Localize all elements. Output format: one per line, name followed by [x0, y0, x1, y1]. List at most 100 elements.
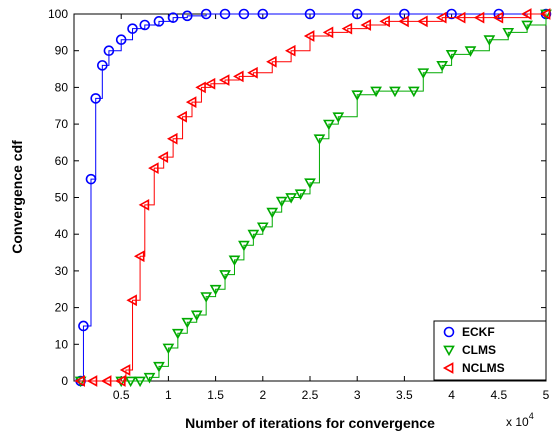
data-point-clms [266, 207, 279, 219]
x-axis-title: Number of iterations for convergence [185, 415, 435, 431]
data-point-nclms [74, 375, 86, 387]
series-line-clms [80, 14, 547, 382]
data-point-clms [134, 376, 146, 388]
data-point-clms [190, 310, 203, 322]
data-point-eckf [127, 23, 138, 34]
x-tick-label: 2.5 [302, 388, 319, 402]
data-point-nclms [86, 375, 98, 387]
data-point-nclms [322, 26, 334, 39]
x-tick-label: 3 [354, 388, 361, 402]
data-point-eckf [181, 10, 193, 22]
data-point-eckf [115, 34, 127, 45]
data-point-clms [228, 255, 241, 267]
data-point-nclms [218, 74, 230, 86]
series-clms [74, 9, 552, 388]
y-axis-ticks: 0 10 20 30 40 50 60 70 80 90 100 [48, 7, 546, 388]
data-point-clms [417, 68, 430, 79]
data-point-nclms [492, 11, 504, 24]
y-tick-label: 40 [55, 227, 69, 241]
data-point-nclms [360, 19, 372, 31]
data-point-clms [323, 119, 335, 131]
x-tick-label: 3.5 [396, 388, 413, 402]
data-point-clms [294, 189, 307, 200]
data-point-clms [124, 376, 137, 388]
data-point-nclms [398, 15, 409, 28]
data-point-clms [389, 86, 401, 98]
data-point-clms [181, 317, 194, 329]
data-point-clms [171, 328, 184, 340]
data-point-clms [351, 90, 364, 101]
data-point-nclms [176, 110, 187, 123]
legend: ECKF CLMS NCLMS [433, 320, 547, 381]
data-point-eckf [139, 19, 151, 31]
data-point-clms [153, 361, 165, 373]
data-point-nclms [454, 11, 466, 24]
data-point-nclms [473, 11, 485, 24]
data-point-clms [483, 35, 496, 46]
data-point-nclms [185, 96, 197, 108]
data-point-nclms [379, 15, 390, 28]
data-point-nclms [436, 11, 447, 24]
legend-label-clms: CLMS [462, 343, 496, 357]
data-point-nclms [138, 198, 150, 211]
data-point-eckf [304, 8, 316, 20]
data-point-nclms [133, 250, 145, 263]
y-axis-title: Convergence cdf [9, 140, 25, 254]
y-tick-label: 30 [55, 264, 69, 278]
data-point-eckf [103, 45, 115, 57]
data-point-nclms [148, 162, 159, 174]
legend-label-eckf: ECKF [462, 325, 495, 339]
data-point-nclms [126, 294, 137, 307]
x-tick-label: 1.5 [207, 388, 224, 402]
data-point-clms [502, 27, 515, 39]
y-tick-label: 50 [55, 191, 69, 205]
legend-items: ECKF CLMS NCLMS [442, 325, 505, 375]
data-point-clms [436, 60, 449, 72]
y-tick-label: 100 [48, 7, 68, 21]
legend-marker-eckf [443, 326, 455, 338]
data-point-clms [304, 178, 316, 189]
data-point-eckf [97, 60, 108, 71]
legend-label-nclms: NCLMS [462, 361, 505, 375]
data-point-eckf [493, 8, 505, 20]
x-tick-label: 5 [543, 388, 550, 402]
y-tick-label: 20 [55, 301, 69, 315]
data-point-nclms [166, 132, 178, 145]
y-tick-label: 80 [55, 80, 69, 94]
data-point-eckf [219, 8, 231, 20]
y-tick-label: 60 [55, 154, 69, 168]
data-point-nclms [195, 81, 206, 94]
data-point-eckf [257, 8, 269, 20]
x-axis-ticks: 0.5 1 1.5 2 2.5 3 3.5 4 4.5 5 [113, 14, 550, 402]
data-point-nclms [520, 8, 532, 20]
data-point-eckf [85, 173, 97, 185]
x-tick-label: 2 [259, 388, 266, 402]
x-axis-multiplier-base: x 10 [506, 415, 529, 429]
x-tick-label: 4 [448, 388, 455, 402]
data-point-eckf [351, 8, 363, 20]
data-point-clms [247, 229, 260, 241]
data-point-eckf [200, 8, 212, 20]
data-point-clms [464, 46, 477, 57]
series-layer [74, 8, 552, 388]
data-point-nclms [341, 22, 353, 35]
data-point-eckf [167, 12, 179, 23]
data-point-eckf [153, 16, 165, 27]
legend-marker-nclms [442, 362, 454, 374]
data-point-eckf [238, 8, 250, 20]
data-point-clms [445, 49, 458, 61]
data-point-clms [256, 222, 269, 234]
data-point-eckf [90, 93, 102, 104]
data-point-clms [285, 193, 297, 204]
data-point-clms [219, 270, 231, 281]
data-point-clms [238, 240, 250, 252]
data-point-eckf [78, 320, 89, 332]
y-tick-label: 70 [55, 117, 69, 131]
data-point-nclms [303, 30, 315, 42]
legend-marker-clms [443, 345, 455, 357]
x-tick-label: 4.5 [490, 388, 507, 402]
y-tick-label: 10 [55, 337, 69, 351]
data-point-clms [521, 20, 533, 32]
x-axis-multiplier: x 104 [506, 411, 534, 429]
